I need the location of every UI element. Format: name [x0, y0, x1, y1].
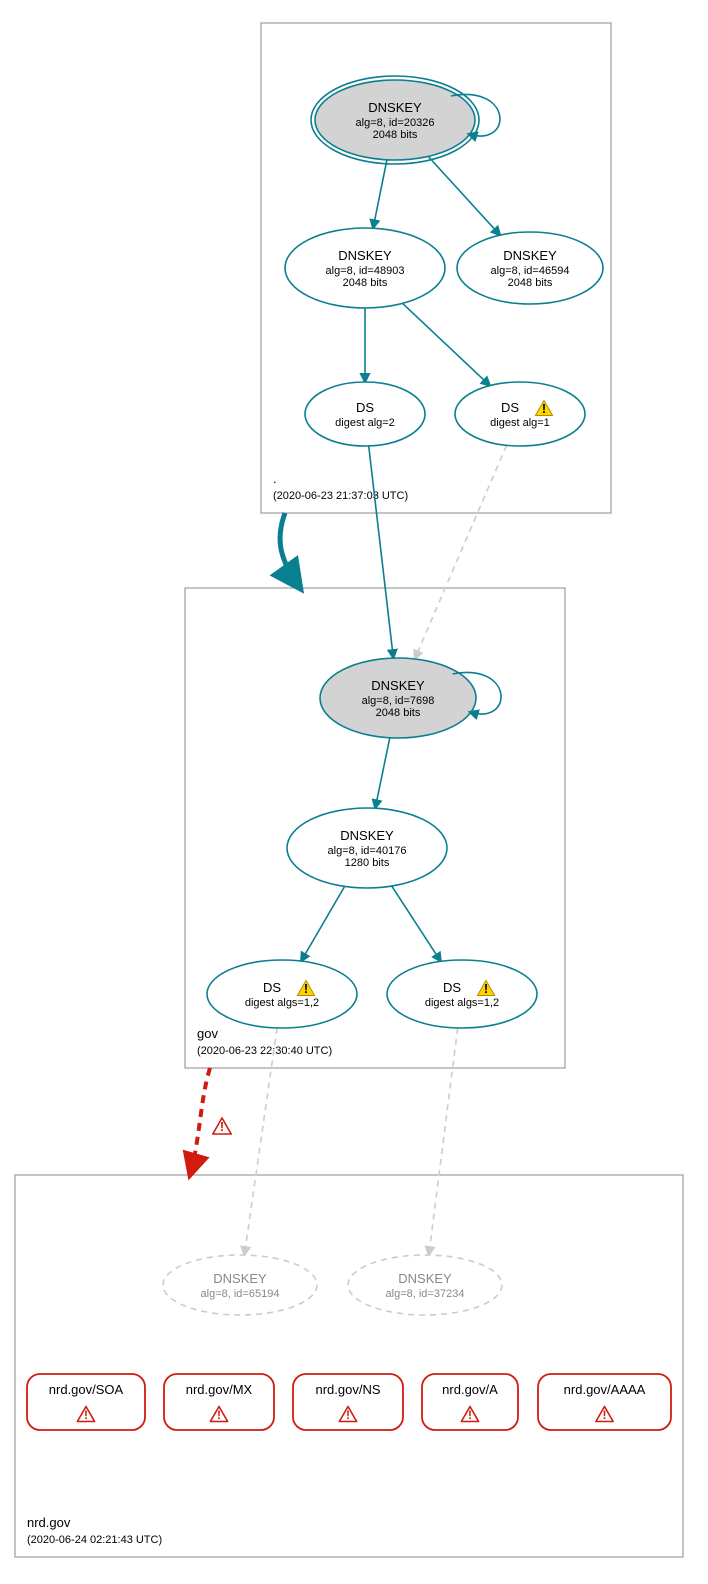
edge [415, 445, 507, 659]
zone-label-nrd: nrd.gov [27, 1515, 71, 1530]
node-sub: 2048 bits [508, 277, 553, 289]
zone-label-gov: gov [197, 1026, 218, 1041]
record-box: nrd.gov/AAAA! [538, 1374, 671, 1430]
node-sub: alg=8, id=7698 [362, 695, 435, 707]
node-sub: alg=8, id=48903 [326, 265, 405, 277]
node-root-ksk: DNSKEY alg=8, id=203262048 bits [311, 76, 500, 164]
edge [403, 303, 490, 385]
node-sub: 2048 bits [343, 277, 388, 289]
zone-box-nrd [15, 1175, 683, 1557]
edge [244, 1028, 277, 1255]
edge [369, 446, 394, 658]
node-title: DS [501, 400, 519, 415]
dnssec-diagram: . (2020-06-23 21:37:03 UTC) gov (2020-06-23… [0, 0, 708, 1584]
node-title: DNSKEY [503, 248, 557, 263]
node-sub: alg=8, id=40176 [328, 845, 407, 857]
node-gov-ds2: DS!digest algs=1,2 [387, 960, 537, 1028]
node-title: DNSKEY [213, 1271, 267, 1286]
record-box: nrd.gov/MX! [164, 1374, 274, 1430]
svg-text:!: ! [468, 1408, 472, 1422]
record-label: nrd.gov/NS [315, 1382, 380, 1397]
node-title: DS [356, 400, 374, 415]
record-box: nrd.gov/A! [422, 1374, 518, 1430]
node-title: DS [443, 980, 461, 995]
svg-text:!: ! [603, 1408, 607, 1422]
zone-connector [280, 513, 300, 588]
node-gov-ksk: DNSKEY alg=8, id=76982048 bits [320, 658, 501, 738]
record-label: nrd.gov/A [442, 1382, 498, 1397]
svg-text:!: ! [304, 981, 308, 996]
edge [373, 160, 387, 228]
svg-text:!: ! [346, 1408, 350, 1422]
node-root-ds1: DS digest alg=2 [305, 382, 425, 446]
svg-text:!: ! [484, 981, 488, 996]
svg-text:!: ! [542, 401, 546, 416]
zone-connector [190, 1068, 210, 1175]
edge [428, 156, 500, 235]
edge [429, 1028, 458, 1255]
node-sub: alg=8, id=65194 [201, 1288, 280, 1300]
node-sub: digest alg=1 [490, 417, 550, 429]
node-sub: digest algs=1,2 [245, 997, 319, 1009]
node-sub: 1280 bits [345, 857, 390, 869]
node-title: DS [263, 980, 281, 995]
node-sub: digest alg=2 [335, 417, 395, 429]
edge [392, 886, 441, 961]
record-label: nrd.gov/MX [186, 1382, 253, 1397]
zone-timestamp-nrd: (2020-06-24 02:21:43 UTC) [27, 1534, 162, 1546]
record-box: nrd.gov/SOA! [27, 1374, 145, 1430]
node-gov-ds1: DS!digest algs=1,2 [207, 960, 357, 1028]
node-sub: 2048 bits [373, 129, 418, 141]
node-root-ds2: DS!digest alg=1 [455, 382, 585, 446]
record-label: nrd.gov/AAAA [564, 1382, 646, 1397]
record-label: nrd.gov/SOA [49, 1382, 124, 1397]
zone-timestamp-gov: (2020-06-23 22:30:40 UTC) [197, 1045, 332, 1057]
node-title: DNSKEY [398, 1271, 452, 1286]
node-sub: alg=8, id=20326 [356, 117, 435, 129]
zone-timestamp-root: (2020-06-23 21:37:03 UTC) [273, 490, 408, 502]
record-box: nrd.gov/NS! [293, 1374, 403, 1430]
node-sub: alg=8, id=37234 [386, 1288, 465, 1300]
node-title: DNSKEY [340, 828, 394, 843]
node-sub: digest algs=1,2 [425, 997, 499, 1009]
zone-label-root: . [273, 471, 277, 486]
node-title: DNSKEY [371, 678, 425, 693]
node-title: DNSKEY [338, 248, 392, 263]
node-root-zsk1: DNSKEY alg=8, id=489032048 bits [285, 228, 445, 308]
error-icon: ! [213, 1118, 231, 1134]
node-nrd-key1: DNSKEY alg=8, id=65194 [163, 1255, 317, 1315]
node-title: DNSKEY [368, 100, 422, 115]
svg-text:!: ! [220, 1119, 224, 1134]
node-gov-zsk: DNSKEY alg=8, id=401761280 bits [287, 808, 447, 888]
svg-text:!: ! [84, 1408, 88, 1422]
node-sub: alg=8, id=46594 [491, 265, 570, 277]
node-nrd-key2: DNSKEY alg=8, id=37234 [348, 1255, 502, 1315]
edge [375, 738, 390, 808]
node-sub: 2048 bits [376, 707, 421, 719]
node-root-zsk2: DNSKEY alg=8, id=465942048 bits [457, 232, 603, 304]
svg-text:!: ! [217, 1408, 221, 1422]
edge [301, 886, 345, 961]
